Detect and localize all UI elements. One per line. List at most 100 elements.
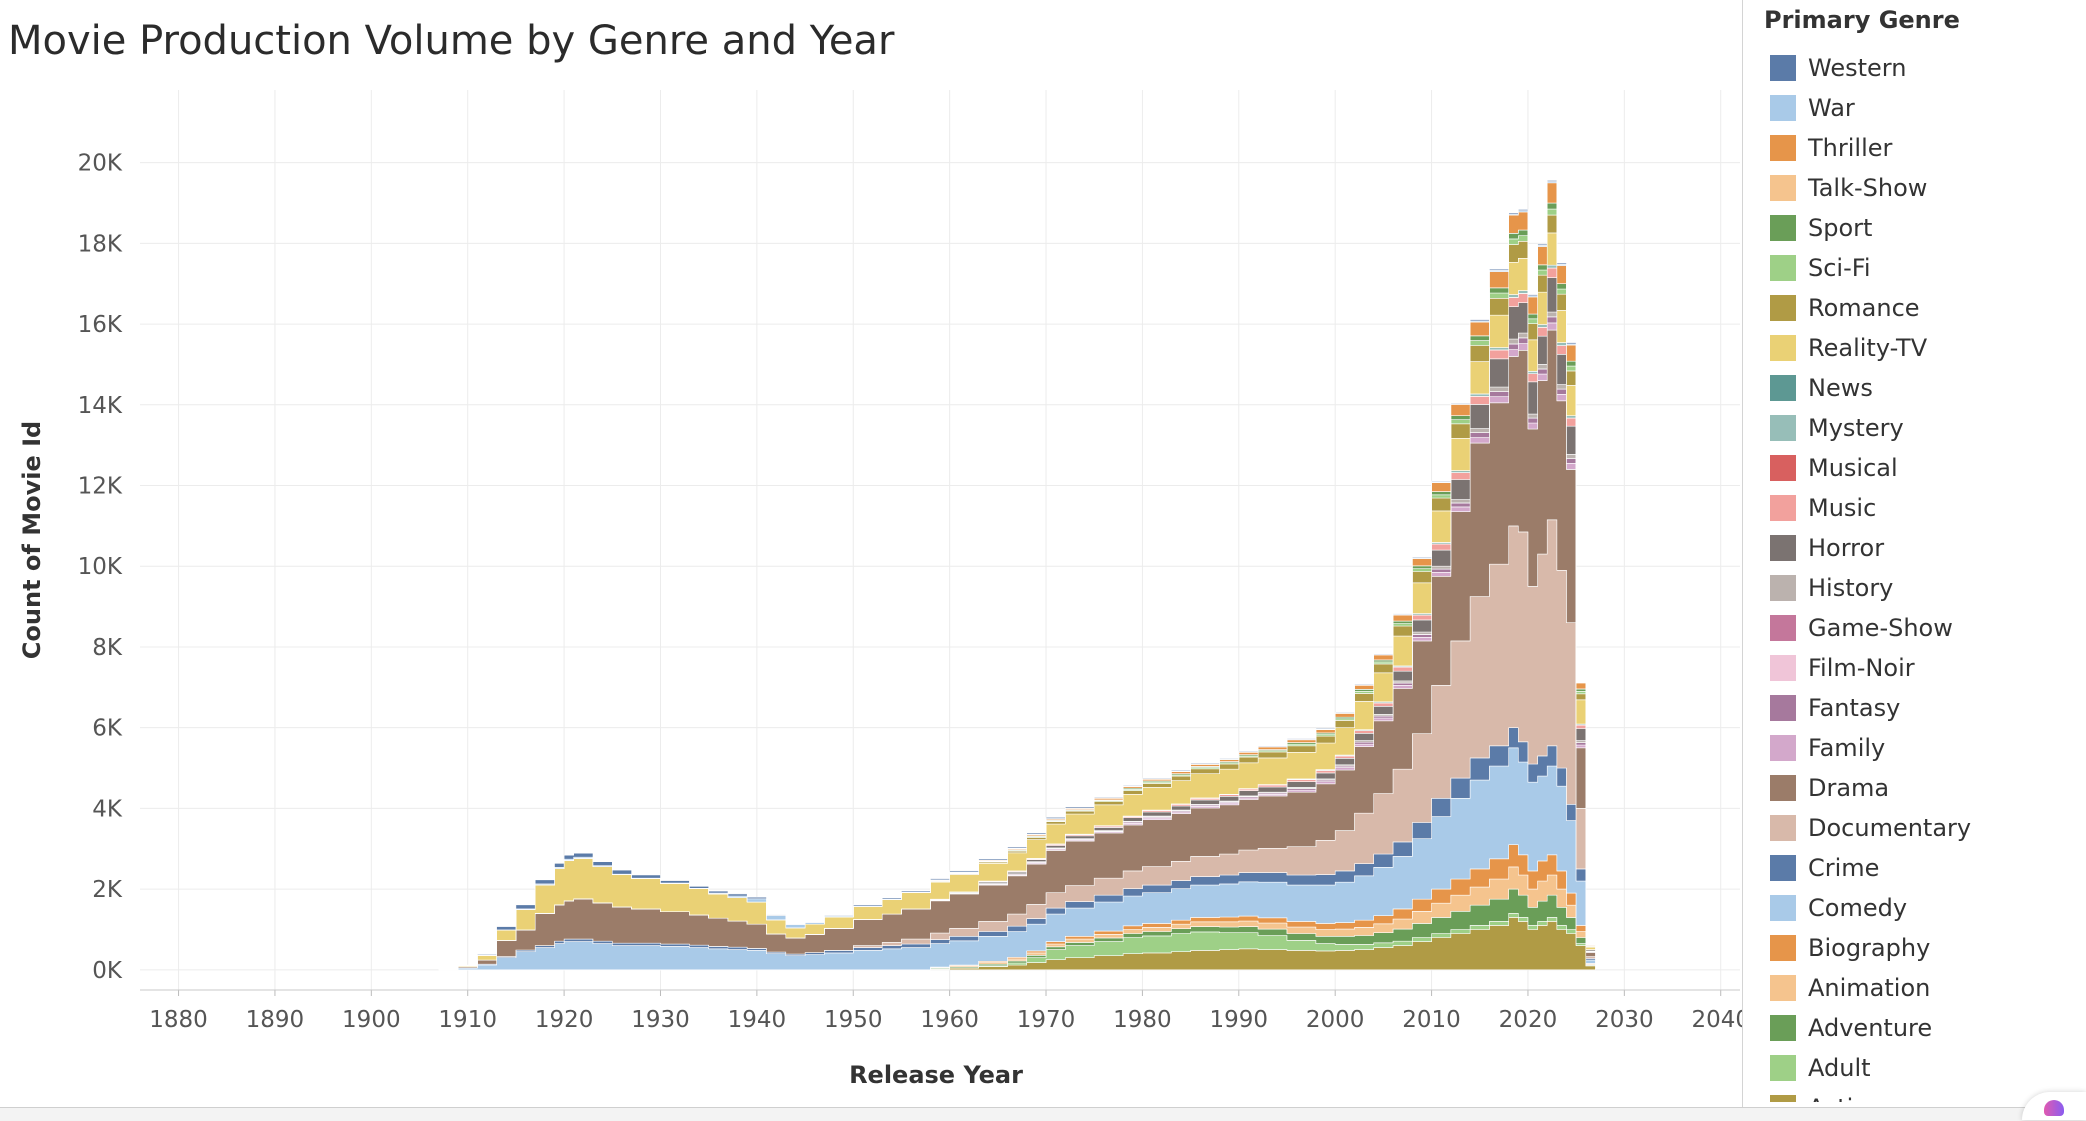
legend-label: Romance <box>1808 294 1920 322</box>
legend-swatch <box>1770 935 1796 961</box>
x-tick-label: 1950 <box>824 1007 883 1033</box>
brain-icon[interactable] <box>2022 1092 2086 1120</box>
pane-divider <box>1742 0 1743 1107</box>
x-tick-label: 1980 <box>1113 1007 1172 1033</box>
legend-item-history[interactable]: History <box>1770 568 1971 608</box>
x-tick-label: 2030 <box>1595 1007 1654 1033</box>
y-tick-label: 18K <box>78 231 123 257</box>
legend-item-sport[interactable]: Sport <box>1770 208 1971 248</box>
legend-item-film-noir[interactable]: Film-Noir <box>1770 648 1971 688</box>
legend-label: Film-Noir <box>1808 654 1915 682</box>
y-tick-label: 0K <box>92 958 123 984</box>
legend-swatch <box>1770 1095 1796 1102</box>
legend-item-adventure[interactable]: Adventure <box>1770 1008 1971 1048</box>
legend-label: Music <box>1808 494 1877 522</box>
brain-icon-glyph <box>2044 1100 2064 1116</box>
legend-swatch <box>1770 1015 1796 1041</box>
y-tick-label: 8K <box>92 635 123 661</box>
legend-label: Reality-TV <box>1808 334 1928 362</box>
legend-item-family[interactable]: Family <box>1770 728 1971 768</box>
legend-item-adult[interactable]: Adult <box>1770 1048 1971 1088</box>
legend-swatch <box>1770 415 1796 441</box>
legend-label: History <box>1808 574 1894 602</box>
x-tick-label: 1920 <box>535 1007 594 1033</box>
y-tick-label: 20K <box>78 151 123 177</box>
legend-item-news[interactable]: News <box>1770 368 1971 408</box>
legend-label: Game-Show <box>1808 614 1953 642</box>
horizontal-scrollbar[interactable] <box>0 1107 2086 1121</box>
legend-label: Adventure <box>1808 1014 1933 1042</box>
legend-list: Western War Thriller Talk-Show Sport Sci-Fi Ro… <box>1770 48 1971 1102</box>
legend-swatch <box>1770 55 1796 81</box>
legend-item-drama[interactable]: Drama <box>1770 768 1971 808</box>
legend-item-war[interactable]: War <box>1770 88 1971 128</box>
stacked-areas <box>438 180 1596 971</box>
legend-swatch <box>1770 135 1796 161</box>
legend-item-thriller[interactable]: Thriller <box>1770 128 1971 168</box>
legend-item-game-show[interactable]: Game-Show <box>1770 608 1971 648</box>
y-tick-label: 4K <box>92 796 123 822</box>
legend-label: Western <box>1808 54 1907 82</box>
legend-item-western[interactable]: Western <box>1770 48 1971 88</box>
legend-label: Fantasy <box>1808 694 1901 722</box>
legend-swatch <box>1770 815 1796 841</box>
legend-item-biography[interactable]: Biography <box>1770 928 1971 968</box>
legend-label: War <box>1808 94 1855 122</box>
legend-label: Sport <box>1808 214 1873 242</box>
legend-swatch <box>1770 175 1796 201</box>
legend-swatch <box>1770 975 1796 1001</box>
legend-swatch <box>1770 615 1796 641</box>
legend-swatch <box>1770 335 1796 361</box>
legend-label: Documentary <box>1808 814 1972 842</box>
y-tick-label: 16K <box>78 312 123 338</box>
x-tick-label: 1930 <box>631 1007 690 1033</box>
x-tick-label: 1940 <box>728 1007 787 1033</box>
legend-label: Biography <box>1808 934 1931 962</box>
legend-swatch <box>1770 215 1796 241</box>
legend-label: Sci-Fi <box>1808 254 1871 282</box>
legend-label: News <box>1808 374 1873 402</box>
y-axis-title: Count of Movie Id <box>18 421 46 659</box>
legend-swatch <box>1770 695 1796 721</box>
area-western[interactable] <box>438 180 1596 970</box>
legend-item-fantasy[interactable]: Fantasy <box>1770 688 1971 728</box>
legend-label: Thriller <box>1808 134 1893 162</box>
legend-swatch <box>1770 255 1796 281</box>
legend-item-mystery[interactable]: Mystery <box>1770 408 1971 448</box>
legend-swatch <box>1770 95 1796 121</box>
legend-item-musical[interactable]: Musical <box>1770 448 1971 488</box>
legend-item-music[interactable]: Music <box>1770 488 1971 528</box>
legend-item-animation[interactable]: Animation <box>1770 968 1971 1008</box>
axes: 1880 1890 1900 1910 1920 1930 1940 1950 1960 1970… <box>78 151 1742 1033</box>
legend-item-reality-tv[interactable]: Reality-TV <box>1770 328 1971 368</box>
legend-label: Drama <box>1808 774 1890 802</box>
legend-swatch <box>1770 375 1796 401</box>
legend-swatch <box>1770 575 1796 601</box>
y-tick-label: 10K <box>78 554 123 580</box>
x-tick-label: 1900 <box>342 1007 401 1033</box>
legend-item-horror[interactable]: Horror <box>1770 528 1971 568</box>
x-tick-label: 1960 <box>920 1007 979 1033</box>
legend-panel[interactable]: Primary Genre Western War Thriller Talk-Sho… <box>1756 0 2086 1102</box>
legend-item-romance[interactable]: Romance <box>1770 288 1971 328</box>
legend-item-comedy[interactable]: Comedy <box>1770 888 1971 928</box>
legend-title: Primary Genre <box>1764 6 1960 34</box>
legend-item-action[interactable]: Action <box>1770 1088 1971 1102</box>
legend-swatch <box>1770 535 1796 561</box>
legend-label: Animation <box>1808 974 1931 1002</box>
legend-swatch <box>1770 855 1796 881</box>
x-tick-label: 1880 <box>149 1007 208 1033</box>
legend-swatch <box>1770 1055 1796 1081</box>
legend-label: Comedy <box>1808 894 1908 922</box>
legend-item-documentary[interactable]: Documentary <box>1770 808 1971 848</box>
x-tick-label: 1910 <box>438 1007 497 1033</box>
legend-swatch <box>1770 895 1796 921</box>
y-tick-label: 6K <box>92 716 123 742</box>
legend-label: Talk-Show <box>1808 174 1928 202</box>
legend-item-crime[interactable]: Crime <box>1770 848 1971 888</box>
legend-item-talk-show[interactable]: Talk-Show <box>1770 168 1971 208</box>
legend-swatch <box>1770 735 1796 761</box>
x-tick-label: 1990 <box>1210 1007 1269 1033</box>
legend-item-sci-fi[interactable]: Sci-Fi <box>1770 248 1971 288</box>
